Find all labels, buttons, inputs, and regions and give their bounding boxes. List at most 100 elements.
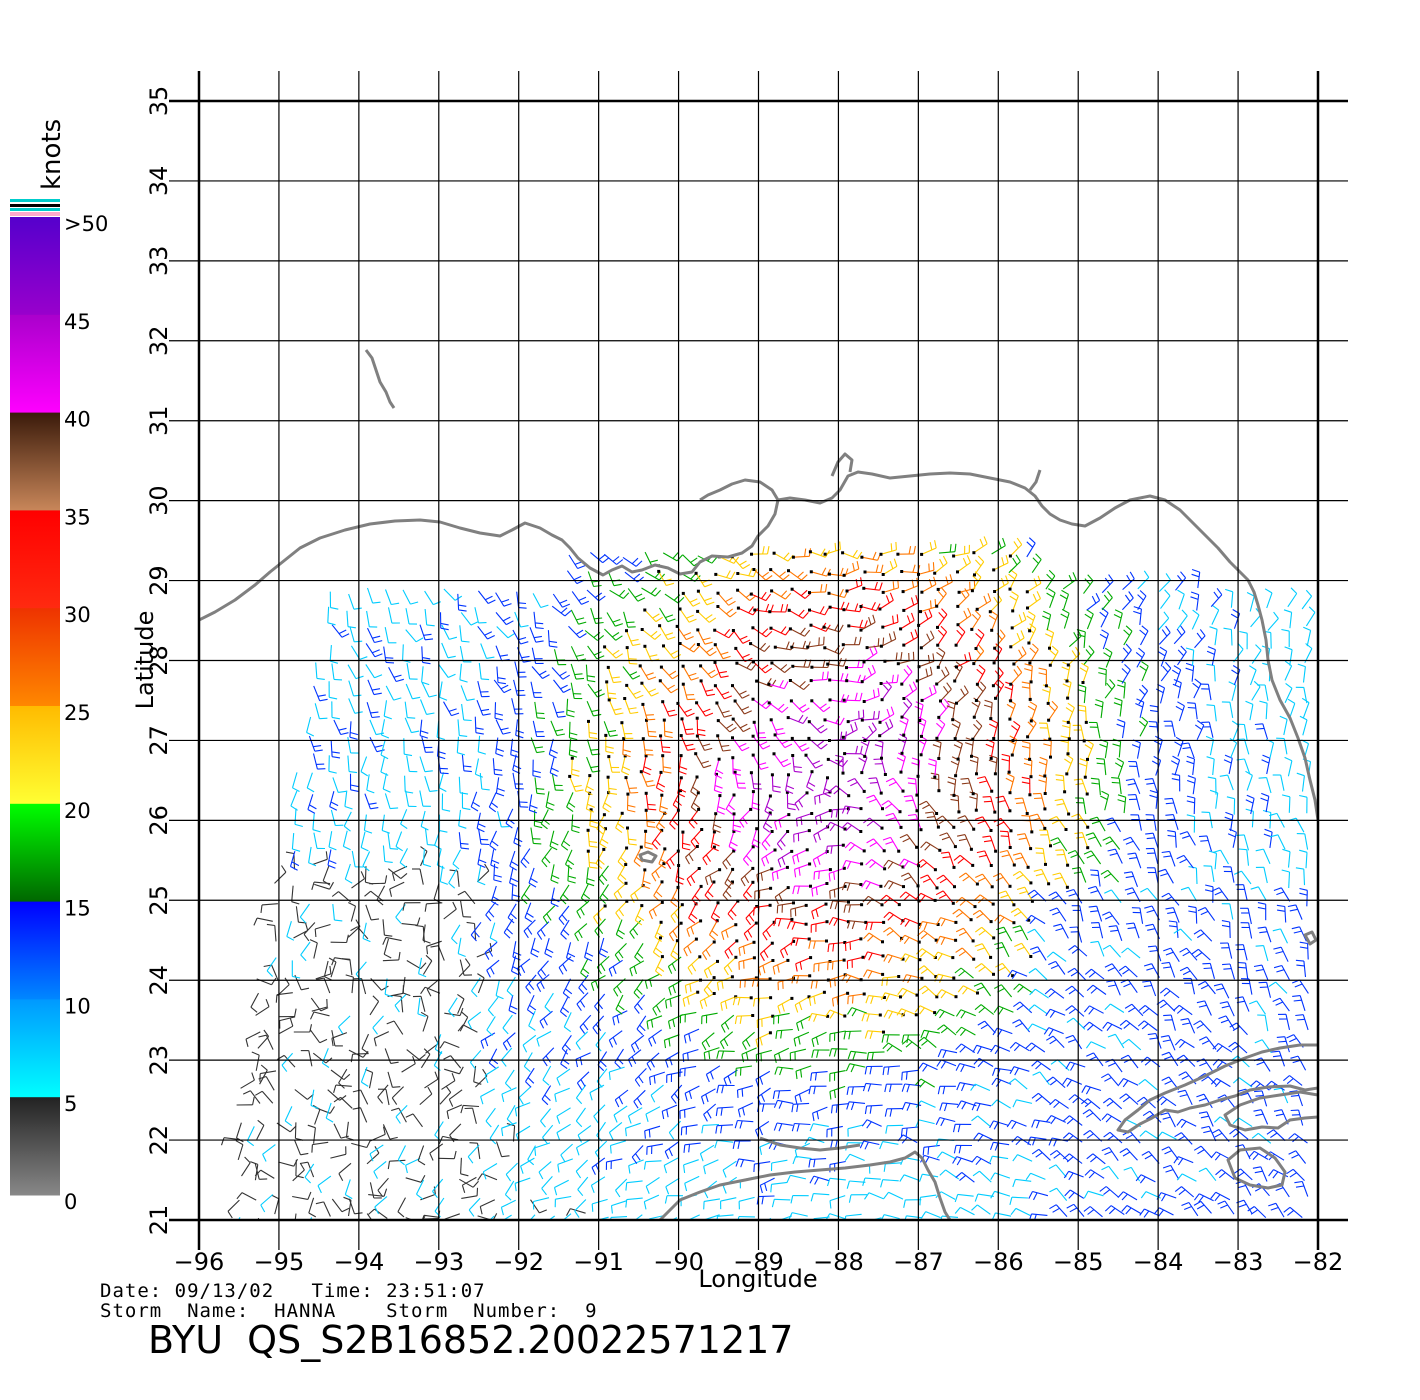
wind-barb [1272,997,1290,1012]
wind-barb [734,646,753,663]
wind-barb [382,936,402,945]
wind-barb [994,984,1013,998]
wind-barb [1142,980,1157,997]
wind-barb [969,754,979,776]
wind-barb [899,612,915,631]
wind-barb [488,1048,499,1069]
wind-barb [418,957,427,978]
wind-barb [1042,684,1052,705]
wind-barb [1131,907,1144,924]
wind-barb [844,1153,865,1162]
wind-barb [679,1011,697,1024]
wind-barb [1281,794,1291,813]
wind-barb [1233,870,1252,885]
wind-barb [625,1197,643,1208]
wind-barb [558,905,570,926]
wind-barb [624,1122,641,1137]
wind-barb [443,588,463,601]
wind-barb [1257,684,1269,701]
wind-barb [936,917,958,927]
wind-barb [1082,1109,1102,1122]
wind-barb [846,955,865,969]
wind-barb [999,830,1012,849]
wind-barb [917,1062,938,1072]
wind-barb [645,718,657,738]
wind-barb [530,937,540,958]
wind-barb [650,1084,664,1103]
wind-barb [544,992,554,1013]
wind-barb [1067,967,1086,981]
wind-barb [1068,945,1088,957]
wind-barb [756,1103,776,1112]
wind-barb [683,1142,701,1153]
wind-barb [307,1124,316,1144]
wind-barb [480,1032,496,1049]
wind-barb [1212,849,1229,865]
wind-barb [563,1012,572,1033]
wind-barb [1086,984,1107,995]
wind-barb [643,608,663,623]
wind-barb [745,905,759,926]
wind-barb [1049,907,1067,922]
wind-barb [369,1144,384,1162]
wind-barb [990,1044,1011,1055]
wind-barb [1283,609,1293,629]
wind-barb [861,880,883,890]
wind-barb [1257,926,1272,943]
wind-barb [914,1005,937,1015]
wind-barb [308,735,323,752]
wind-barb [1098,667,1107,686]
wind-barb [482,1163,498,1180]
wind-barb [1028,643,1039,665]
wind-barb [1173,1156,1194,1166]
wind-barb [715,1106,734,1117]
wind-barb [1048,1137,1068,1147]
wind-barb [255,999,270,1016]
wind-barb [1101,1146,1119,1162]
wind-barb [1218,1015,1235,1030]
wind-barb [524,902,534,923]
wind-barb [1224,811,1234,832]
wind-barb [406,663,418,680]
wind-barb [550,864,560,884]
wind-barb [791,1102,810,1113]
wind-barb [333,1123,349,1139]
wind-barb [1223,627,1233,646]
wind-barb [738,956,756,970]
wind-barb [1138,716,1149,737]
wind-barb [615,994,625,1015]
wind-barb [790,587,812,599]
wind-barb [999,849,1016,867]
wind-barb [360,831,369,852]
wind-barb [251,1051,260,1071]
wind-barb [1122,1038,1142,1051]
wind-barb [737,1102,754,1118]
wind-barb [557,1158,573,1173]
wind-barb [405,1174,426,1183]
wind-barb [1088,905,1103,922]
wind-barb [829,1030,846,1042]
wind-barb [1219,774,1234,791]
wind-barb [897,1134,918,1144]
wind-barb [645,1106,661,1122]
wind-barb [348,593,362,610]
wind-barb [1164,797,1178,814]
wind-barb [796,1015,812,1032]
wind-barb [730,555,751,570]
wind-barb [701,1032,715,1051]
wind-barb [315,965,332,980]
wind-barb [648,1029,663,1047]
wind-barb [1141,1150,1160,1164]
wind-barb [382,773,391,793]
wind-barb [258,1034,274,1050]
wind-barb [1084,1169,1105,1179]
wind-barb [1065,702,1075,724]
wind-barb [879,541,897,556]
wind-barb [983,699,993,721]
wind-barb [313,832,326,850]
wind-barb [970,610,982,631]
wind-barb [522,1034,537,1053]
colorbar-tick-label: 0 [64,1190,77,1214]
wind-barb [350,1053,369,1063]
wind-barb [728,829,738,851]
